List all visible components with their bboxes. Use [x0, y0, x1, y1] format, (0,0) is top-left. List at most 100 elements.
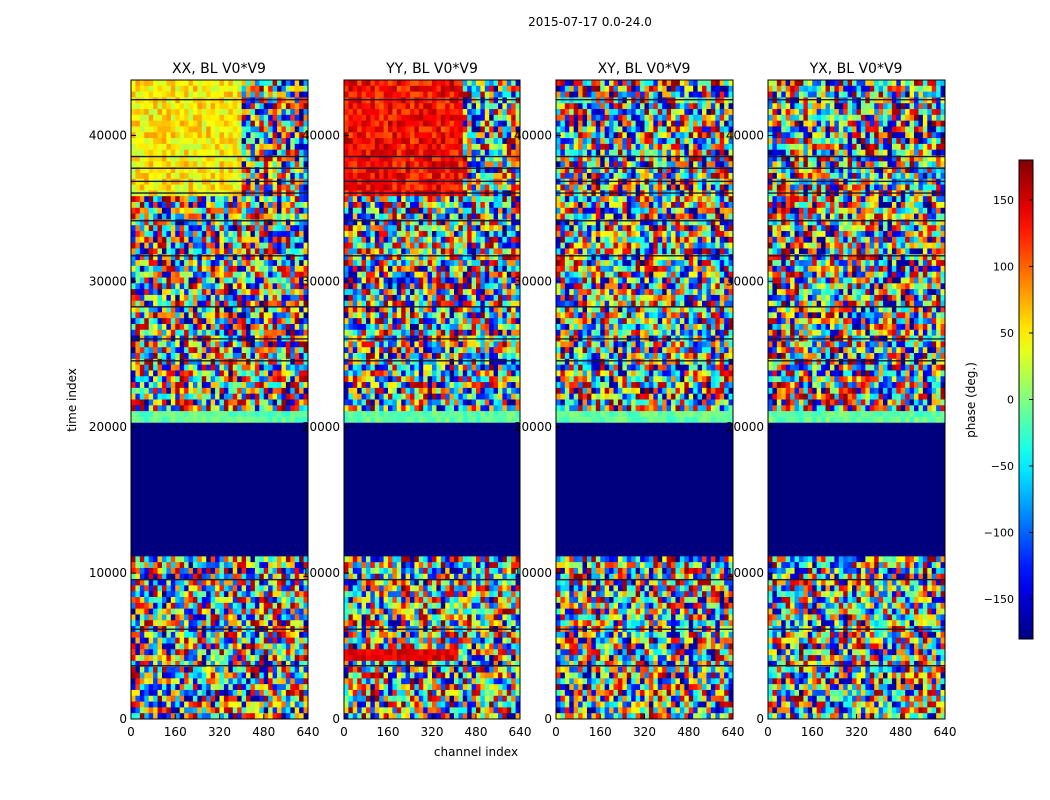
heatmap-cell — [241, 416, 247, 424]
heatmap-cell — [254, 80, 260, 87]
heatmap-cell — [131, 451, 136, 458]
heatmap-cell — [201, 196, 207, 203]
heatmap-cell — [290, 434, 296, 441]
heatmap-cell — [281, 126, 287, 133]
heatmap-cell — [237, 509, 243, 517]
heatmap-cell — [144, 289, 150, 296]
heatmap-cell — [303, 405, 309, 412]
heatmap-cell — [219, 521, 225, 528]
heatmap-cell — [498, 138, 503, 145]
heatmap-cell — [263, 556, 269, 563]
heatmap-cell — [277, 323, 282, 331]
heatmap-cell — [268, 614, 273, 621]
heatmap-cell — [166, 358, 172, 366]
heatmap-cell — [139, 550, 145, 557]
heatmap-cell — [157, 370, 163, 377]
heatmap-cell — [246, 353, 251, 360]
heatmap-cell — [237, 312, 243, 319]
heatmap-cell — [135, 155, 141, 162]
heatmap-cell — [254, 620, 260, 627]
heatmap-cell — [237, 254, 243, 261]
heatmap-cell — [268, 85, 273, 93]
heatmap-cell — [135, 85, 141, 93]
heatmap-cell — [374, 143, 380, 151]
heatmap-cell — [303, 364, 309, 371]
heatmap-cell — [197, 631, 203, 639]
heatmap-cell — [303, 155, 309, 162]
heatmap-cell — [268, 254, 273, 261]
heatmap-cell — [254, 614, 260, 621]
heatmap-cell — [294, 585, 300, 592]
heatmap-cell — [361, 91, 367, 98]
heatmap-cell — [161, 637, 167, 644]
heatmap-cell — [250, 213, 256, 220]
heatmap-cell — [294, 550, 300, 557]
heatmap-cell — [210, 399, 216, 406]
heatmap-cell — [250, 585, 256, 592]
heatmap-cell — [254, 527, 260, 534]
heatmap-cell — [423, 97, 428, 104]
heatmap-cell — [277, 631, 282, 639]
heatmap-cell — [299, 184, 304, 191]
heatmap-cell — [215, 318, 220, 325]
heatmap-cell — [166, 585, 172, 592]
heatmap-cell — [228, 172, 234, 180]
heatmap-cell — [405, 155, 411, 162]
heatmap-cell — [303, 707, 309, 714]
heatmap-cell — [188, 236, 194, 244]
heatmap-cell — [206, 109, 212, 116]
heatmap-cell — [370, 126, 376, 133]
heatmap-cell — [232, 306, 238, 313]
heatmap-cell — [157, 329, 163, 336]
heatmap-cell — [192, 300, 198, 307]
heatmap-cell — [153, 382, 158, 389]
heatmap-cell — [161, 411, 167, 418]
heatmap-cell — [246, 294, 251, 302]
heatmap-cell — [184, 556, 189, 563]
heatmap-cell — [188, 695, 194, 702]
heatmap-cell — [201, 684, 207, 691]
heatmap-cell — [215, 138, 220, 145]
heatmap-cell — [192, 707, 198, 714]
heatmap-cell — [237, 207, 243, 215]
heatmap-cell — [290, 475, 296, 482]
heatmap-cell — [281, 509, 287, 517]
heatmap-cell — [272, 695, 278, 702]
heatmap-cell — [303, 521, 309, 528]
heatmap-cell — [219, 475, 225, 482]
heatmap-cell — [259, 475, 265, 482]
heatmap-cell — [515, 138, 521, 145]
heatmap-cell — [175, 399, 181, 406]
heatmap-cell — [170, 695, 176, 702]
heatmap-cell — [157, 689, 163, 697]
heatmap-cell — [383, 91, 389, 98]
heatmap-cell — [210, 132, 216, 139]
heatmap-cell — [268, 149, 273, 156]
heatmap-cell — [161, 353, 167, 360]
heatmap-cell — [179, 550, 185, 557]
heatmap-cell — [471, 114, 477, 122]
heatmap-cell — [294, 329, 300, 336]
heatmap-cell — [197, 515, 203, 522]
heatmap-cell — [201, 294, 207, 302]
heatmap-cell — [139, 283, 145, 290]
heatmap-cell — [144, 364, 150, 371]
heatmap-cell — [263, 475, 269, 482]
heatmap-cell — [157, 143, 163, 151]
heatmap-cell — [144, 544, 150, 551]
heatmap-cell — [206, 428, 212, 435]
heatmap-cell — [250, 637, 256, 644]
heatmap-cell — [454, 126, 459, 133]
heatmap-cell — [272, 97, 278, 104]
heatmap-cell — [484, 120, 490, 127]
heatmap-cell — [281, 684, 287, 691]
heatmap-cell — [175, 126, 181, 133]
heatmap-cell — [467, 103, 472, 110]
heatmap-cell — [250, 265, 256, 273]
heatmap-cell — [299, 533, 304, 540]
heatmap-cell — [228, 399, 234, 406]
heatmap-cell — [175, 312, 181, 319]
heatmap-cell — [480, 155, 486, 162]
heatmap-cell — [210, 184, 216, 191]
heatmap-cell — [299, 434, 304, 441]
